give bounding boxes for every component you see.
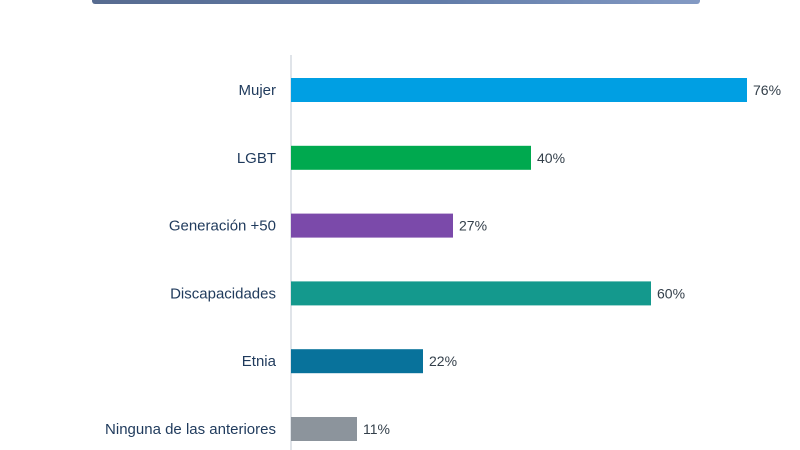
category-label: LGBT — [237, 150, 276, 167]
bar — [291, 417, 357, 441]
value-label: 76% — [753, 82, 781, 98]
category-label: Ninguna de las anteriores — [105, 421, 276, 438]
bars-group: Mujer 76% LGBT 40% Generación +50 27% Discapac… — [105, 78, 781, 441]
value-label: 11% — [363, 421, 390, 437]
value-label: 27% — [459, 218, 487, 234]
bar — [291, 213, 453, 238]
bar — [291, 145, 531, 170]
value-label: 40% — [537, 150, 565, 166]
category-label: Etnia — [242, 353, 277, 370]
chart-title-cropped — [92, 0, 700, 4]
category-label: Mujer — [238, 82, 276, 99]
bar — [291, 78, 747, 102]
category-label: Generación +50 — [169, 218, 276, 235]
bar — [291, 281, 651, 306]
bar — [291, 349, 423, 374]
value-label: 22% — [429, 353, 457, 369]
category-label: Discapacidades — [170, 285, 276, 302]
value-label: 60% — [657, 285, 685, 301]
